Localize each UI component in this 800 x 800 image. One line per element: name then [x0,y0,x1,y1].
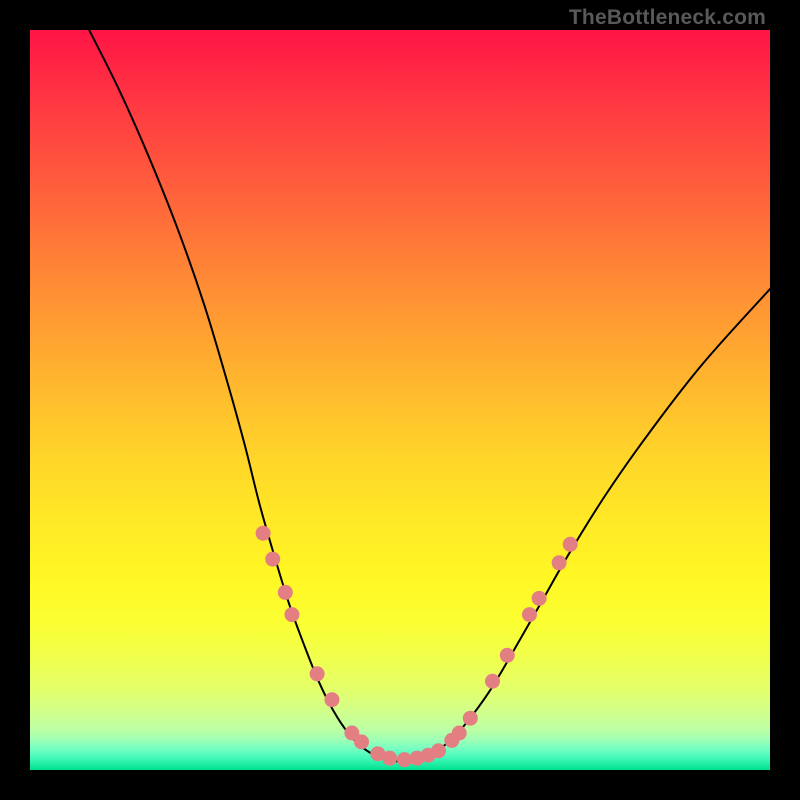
marker-dot [324,692,339,707]
marker-dot [256,526,271,541]
marker-dot [278,585,293,600]
marker-dot [522,607,537,622]
plot-area [30,30,770,770]
curve-layer [30,30,770,770]
marker-dot [500,648,515,663]
marker-dot [485,674,500,689]
marker-dot [382,751,397,766]
curve-left-branch [89,30,392,761]
marker-dot [284,607,299,622]
marker-dot [563,537,578,552]
marker-dot [552,555,567,570]
marker-dot [463,711,478,726]
marker-dot [354,734,369,749]
figure-frame: TheBottleneck.com [0,0,800,800]
watermark-text: TheBottleneck.com [569,6,766,30]
marker-dot [532,591,547,606]
marker-dot [431,743,446,758]
marker-dot [452,726,467,741]
marker-dot [265,552,280,567]
curve-right-branch [393,289,770,761]
marker-dot [310,666,325,681]
